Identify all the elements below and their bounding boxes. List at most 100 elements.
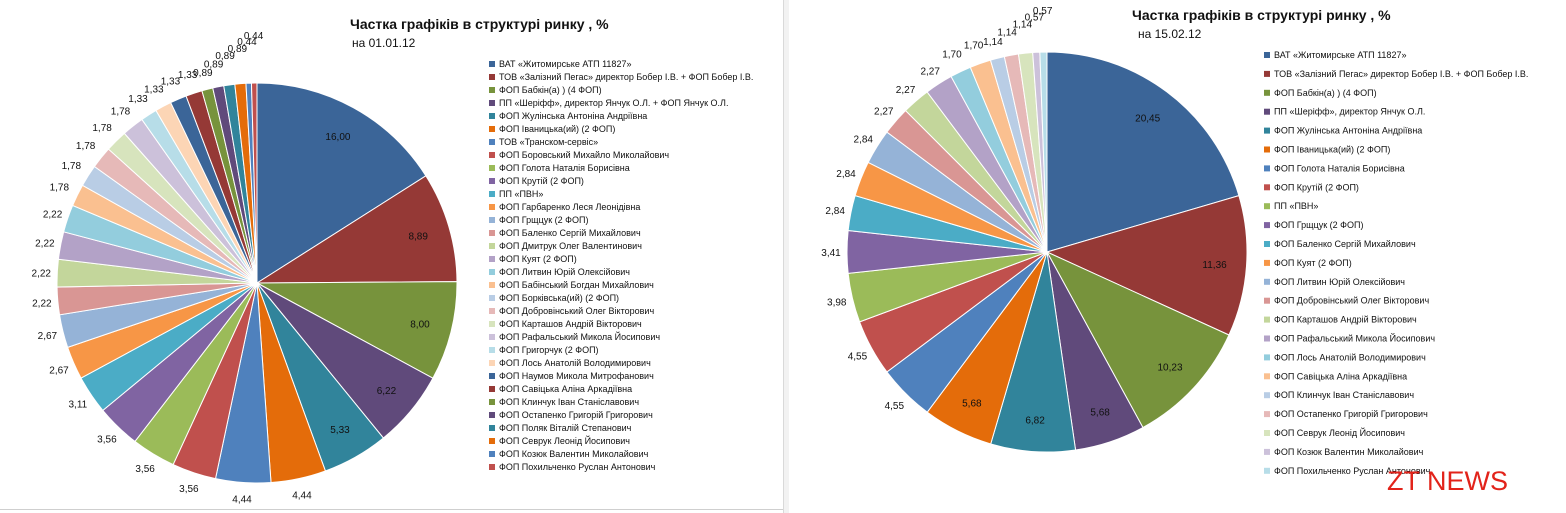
data-label-right-12: 2,84 xyxy=(836,169,856,180)
pie-chart-right: Частка графіків в структурі ринку , % на… xyxy=(821,6,1528,476)
data-label-left-13: 2,67 xyxy=(38,331,58,342)
legend-swatch-left-22 xyxy=(489,334,495,340)
data-label-left-20: 1,78 xyxy=(76,141,96,152)
legend-label-right-2: ТОВ «Залізний Пегас» директор Бобер І.В.… xyxy=(1274,69,1528,79)
legend-label-left-2: ТОВ «Залізний Пегас» директор Бобер І.В.… xyxy=(499,72,753,82)
legend-label-left-21: ФОП Карташов Андрій Вікторович xyxy=(499,319,642,329)
legend-swatch-right-12 xyxy=(1264,259,1270,266)
data-label-right-5: 6,82 xyxy=(1025,416,1045,427)
legend-label-left-10: ФОП Крутій (2 ФОП) xyxy=(499,176,584,186)
legend-swatch-right-4 xyxy=(1264,108,1270,115)
legend-swatch-left-19 xyxy=(489,295,495,301)
data-label-left-12: 2,67 xyxy=(49,365,69,376)
legend-swatch-right-19 xyxy=(1264,392,1270,399)
legend-swatch-left-10 xyxy=(489,178,495,184)
legend-label-left-25: ФОП Наумов Микола Митрофанович xyxy=(499,371,654,381)
legend-label-left-28: ФОП Остапенко Григорій Григорович xyxy=(499,410,653,420)
data-label-left-16: 2,22 xyxy=(35,238,55,249)
legend-label-left-16: ФОП Куят (2 ФОП) xyxy=(499,254,577,264)
legend-label-left-11: ПП «ПВН» xyxy=(499,189,543,199)
legend-label-left-31: ФОП Козюк Валентин Миколайович xyxy=(499,449,649,459)
legend-label-left-3: ФОП Бабкін(а) ) (4 ФОП) xyxy=(499,85,602,95)
data-label-left-23: 1,33 xyxy=(128,94,148,105)
data-label-right-10: 3,41 xyxy=(821,248,841,259)
legend-label-left-8: ФОП Боровський Михайло Миколайович xyxy=(499,150,669,160)
data-label-right-22: 0,57 xyxy=(1025,12,1045,23)
legend-swatch-left-20 xyxy=(489,308,495,314)
legend-swatch-left-3 xyxy=(489,87,495,93)
data-label-right-16: 2,27 xyxy=(920,66,940,77)
legend-swatch-left-26 xyxy=(489,386,495,392)
legend-label-left-29: ФОП Поляк Віталій Степанович xyxy=(499,423,632,433)
watermark-logo: ZT NEWS xyxy=(1387,466,1508,496)
data-label-right-2: 11,36 xyxy=(1202,260,1227,271)
data-label-right-1: 20,45 xyxy=(1135,113,1160,124)
chart-panel-right: Частка графіків в структурі ринку , % на… xyxy=(790,0,1566,513)
legend-label-left-24: ФОП Лось Анатолій Володимирович xyxy=(499,358,651,368)
pie-chart-left: Частка графіків в структурі ринку , % на… xyxy=(32,16,754,505)
legend-label-right-20: ФОП Остапенко Григорій Григорович xyxy=(1274,409,1428,419)
legend-swatch-right-1 xyxy=(1264,52,1270,58)
legend-swatch-right-9 xyxy=(1264,203,1270,210)
legend-swatch-right-11 xyxy=(1264,241,1270,247)
pie-slice-right-23 xyxy=(1039,51,1048,253)
legend-swatch-right-3 xyxy=(1264,89,1270,96)
legend-swatch-right-20 xyxy=(1264,411,1270,418)
legend-label-left-30: ФОП Севрук Леонід Йосипович xyxy=(499,435,630,446)
data-label-left-24: 1,33 xyxy=(144,85,164,96)
legend-label-left-15: ФОП Дмитрук Олег Валентинович xyxy=(499,241,642,251)
data-labels-left: 16,00 8,89 8,00 6,22 5,33 4,44 4,44 3,56 3,56 3,5… xyxy=(32,31,431,505)
legend-swatch-right-7 xyxy=(1264,165,1270,172)
legend-label-left-12: ФОП Гарбаренко Леся Леонідівна xyxy=(499,202,640,212)
legend-swatch-left-28 xyxy=(489,412,495,418)
slices-left xyxy=(56,82,458,484)
data-label-left-11: 3,11 xyxy=(69,400,88,411)
data-label-right-6: 5,68 xyxy=(962,398,982,409)
data-label-right-3: 10,23 xyxy=(1157,362,1182,373)
chart-subtitle-left: на 01.01.12 xyxy=(352,36,416,50)
legend-label-right-22: ФОП Козюк Валентин Миколайович xyxy=(1274,447,1424,457)
data-label-left-18: 1,78 xyxy=(50,182,70,193)
legend-swatch-left-15 xyxy=(489,243,495,249)
legend-swatch-left-23 xyxy=(489,347,495,353)
legend-label-left-9: ФОП Голота Наталія Борисівна xyxy=(499,163,630,173)
legend-swatch-left-5 xyxy=(489,113,495,119)
data-label-right-19: 1,14 xyxy=(983,37,1003,48)
chart-subtitle-right: на 15.02.12 xyxy=(1138,27,1202,41)
data-label-left-29: 0,89 xyxy=(215,51,235,62)
legend-right: ВАТ «Житомирське АТП 11827» ТОВ «Залізний… xyxy=(1264,50,1528,476)
panel-divider xyxy=(783,0,789,513)
legend-label-right-5: ФОП Жулінська Антоніна Андріївна xyxy=(1274,126,1422,136)
pie-slice-right-2 xyxy=(1045,194,1248,336)
pie-slice-right-1 xyxy=(1046,51,1240,253)
slices-right xyxy=(846,51,1248,453)
data-label-left-25: 1,33 xyxy=(161,77,181,88)
data-label-left-32: 0,44 xyxy=(244,31,264,42)
data-label-left-26: 1,33 xyxy=(178,70,198,81)
legend-label-right-19: ФОП Клинчук Іван Станіславович xyxy=(1274,390,1414,400)
legend-label-right-9: ПП «ПВН» xyxy=(1274,201,1318,211)
legend-label-left-5: ФОП Жулінська Антоніна Андріївна xyxy=(499,111,647,121)
legend-swatch-right-23 xyxy=(1264,467,1270,474)
legend-label-left-1: ВАТ «Житомирське АТП 11827» xyxy=(499,59,631,69)
legend-swatch-right-14 xyxy=(1264,297,1270,304)
legend-label-right-13: ФОП Литвин Юрій Олексійович xyxy=(1274,277,1405,287)
legend-label-left-22: ФОП Рафальський Микола Йосипович xyxy=(499,331,660,342)
data-labels-right: 20,45 11,36 10,23 5,68 6,82 5,68 4,55 4,55 3,98 3… xyxy=(821,6,1227,427)
pie-slice-left-3 xyxy=(256,281,458,379)
data-label-left-17: 2,22 xyxy=(43,209,63,220)
legend-label-left-19: ФОП Борківська(ий) (2 ФОП) xyxy=(499,293,619,303)
legend-swatch-left-4 xyxy=(489,100,495,106)
legend-label-left-27: ФОП Клинчук Іван Станіславович xyxy=(499,397,639,407)
data-label-left-7: 4,44 xyxy=(232,494,252,505)
data-label-left-14: 2,22 xyxy=(32,298,52,309)
legend-swatch-right-17 xyxy=(1264,354,1270,361)
legend-swatch-right-18 xyxy=(1264,373,1270,380)
legend-swatch-left-13 xyxy=(489,217,495,223)
legend-swatch-right-16 xyxy=(1264,335,1270,342)
legend-swatch-right-13 xyxy=(1264,278,1270,285)
legend-swatch-right-10 xyxy=(1264,222,1270,229)
legend-label-right-3: ФОП Бабкін(а) ) (4 ФОП) xyxy=(1274,88,1377,98)
legend-swatch-left-1 xyxy=(489,61,495,67)
panel-bottom-border xyxy=(0,509,783,510)
